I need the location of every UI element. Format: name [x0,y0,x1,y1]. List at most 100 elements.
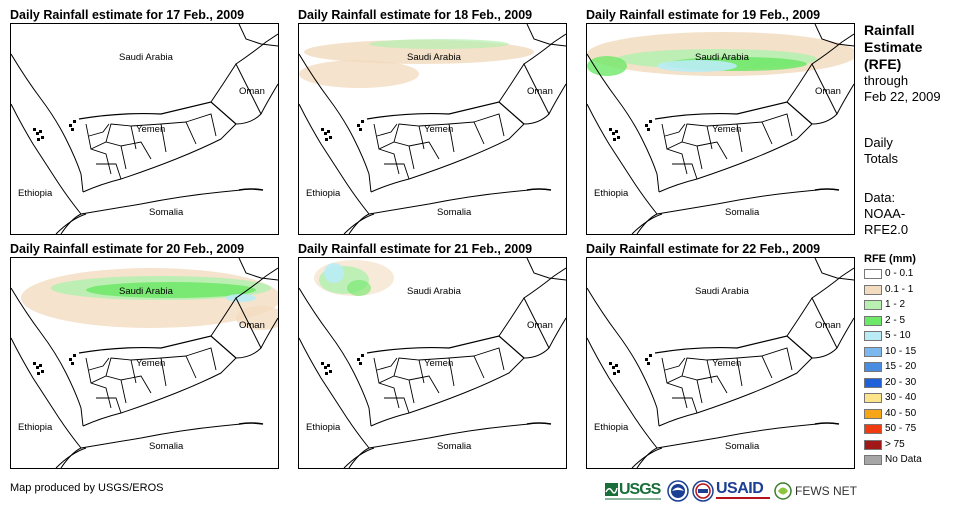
map-label-ethiopia: Ethiopia [594,188,629,199]
governorate-boundary [120,141,152,160]
map-label-oman: Oman [239,86,265,97]
legend-swatch [864,408,882,419]
oman-coast [235,317,278,359]
africa-coast [587,337,658,468]
uae-coast [814,24,854,47]
island [612,366,615,369]
map-svg: Saudi Arabia Oman Yemen Ethiopia Somalia [11,258,278,468]
map-label-somalia: Somalia [725,207,760,218]
socotra-island [526,188,552,191]
governorate-boundary [661,357,688,409]
oman-coast [235,83,278,125]
legend-label: 5 - 10 [885,330,911,341]
yemen-governorates [661,347,793,414]
governorate-boundary [90,141,127,170]
legend-swatch [864,300,882,310]
governorate-boundary [736,355,773,379]
gulf-coast [811,33,854,65]
map-panel-20-feb: Saudi Arabia Oman Yemen Ethiopia Somalia [10,257,279,469]
governorate-boundary [393,123,425,150]
governorate-boundary [761,113,793,137]
yemen-governorates [373,113,505,180]
somalia-north-coast [80,423,242,449]
africa-coast [299,337,370,468]
legend-swatch [864,424,882,434]
side-data-line3: RFE2.0 [864,222,909,237]
side-data-line2: NOAA- [864,206,906,221]
yemen-south-coast [370,357,525,427]
map-label-saudi: Saudi Arabia [695,52,750,63]
island [615,364,618,367]
governorate-boundary [376,123,398,137]
usaid-seal-icon [692,480,714,502]
ethiopia-somalia-border [631,213,663,234]
legend-label: 20 - 30 [885,376,917,388]
uae-coast [526,24,566,47]
island [645,124,648,127]
socotra-island [238,422,264,425]
panel-title-19-feb: Daily Rainfall estimate for 19 Feb., 200… [586,8,821,22]
map-label-somalia: Somalia [437,441,472,452]
island [71,128,74,131]
rainfall-area [587,56,627,76]
governorate-boundary [666,375,703,404]
legend-swatch [864,315,882,326]
saudi-oman-border [498,62,550,115]
island [617,370,620,373]
island [649,120,652,123]
gulf-coast [523,33,566,65]
somalia-north-coast [656,423,818,449]
africa-coast [11,337,82,468]
legend-label: No Data [885,454,922,465]
island [615,130,618,133]
usgs-logo-mark [605,483,661,500]
rainfall-area [369,39,509,49]
yemen-governorates [85,347,217,414]
yemen-south-coast [82,123,237,193]
legend-swatch [864,455,882,465]
island [39,130,42,133]
saudi-yemen-border [78,101,237,125]
island [609,128,612,131]
island [359,362,362,365]
legend-label: 10 - 15 [885,345,917,357]
governorate-boundary [448,355,485,379]
island [325,372,328,375]
fewsnet-logo-text: FEWS NET [795,484,857,498]
yemen-governorates [661,113,793,180]
island [321,128,324,131]
island [647,362,650,365]
saudi-yemen-border [654,335,813,359]
noaa-seal-icon [667,480,689,502]
map-label-somalia: Somalia [149,207,184,218]
island [321,362,324,365]
panel-title-20-feb: Daily Rainfall estimate for 20 Feb., 200… [10,242,245,256]
side-daily: Daily Totals [864,135,898,167]
island [361,120,364,123]
saudi-yemen-border [78,335,237,359]
somalia-north-coast [368,423,530,449]
map-label-yemen: Yemen [136,358,165,369]
island [609,362,612,365]
map-label-ethiopia: Ethiopia [306,422,341,433]
legend-label: 0.1 - 1 [885,283,914,295]
map-label-ethiopia: Ethiopia [594,422,629,433]
side-title-line5: Feb 22, 2009 [864,89,941,104]
map-label-saudi: Saudi Arabia [119,52,174,63]
side-data-source: Data: NOAA- RFE2.0 [864,190,908,238]
map-panel-18-feb: Saudi Arabia Oman Yemen Ethiopia Somalia [298,23,567,235]
uae-coast [526,258,566,281]
governorate-boundary [664,357,686,371]
panel-title-21-feb: Daily Rainfall estimate for 21 Feb., 200… [298,242,533,256]
socotra-island [814,422,840,425]
country-borders [587,258,854,468]
island [645,358,648,361]
uae-coast [238,24,278,47]
map-svg: Saudi Arabia Oman Yemen Ethiopia Somalia [299,24,566,234]
map-label-yemen: Yemen [712,358,741,369]
governorate-boundary [666,141,703,170]
legend-swatch [864,393,882,403]
map-panel-19-feb: Saudi Arabia Oman Yemen Ethiopia Somalia [586,23,855,235]
saudi-oman-border [210,62,262,115]
side-title: Rainfall Estimate (RFE) through Feb 22, … [864,22,941,105]
